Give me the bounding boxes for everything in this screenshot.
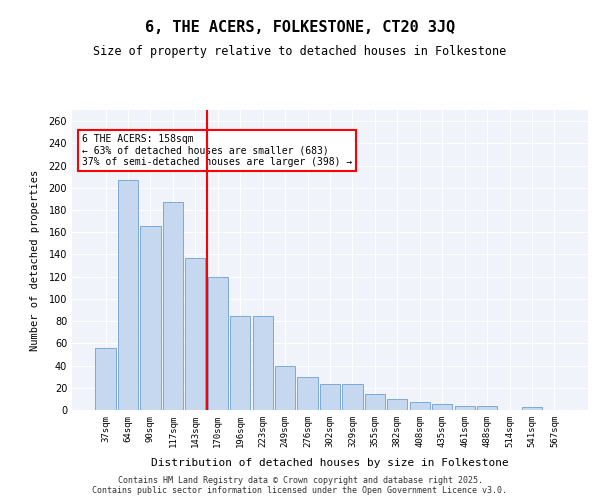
Bar bbox=[522, 406, 542, 410]
Bar bbox=[185, 258, 205, 410]
Bar bbox=[343, 384, 362, 410]
Text: 6, THE ACERS, FOLKESTONE, CT20 3JQ: 6, THE ACERS, FOLKESTONE, CT20 3JQ bbox=[145, 20, 455, 35]
Bar bbox=[365, 394, 385, 410]
Text: Size of property relative to detached houses in Folkestone: Size of property relative to detached ho… bbox=[94, 45, 506, 58]
Y-axis label: Number of detached properties: Number of detached properties bbox=[30, 170, 40, 350]
Bar bbox=[140, 226, 161, 410]
Bar bbox=[387, 399, 407, 410]
Bar bbox=[320, 384, 340, 410]
Text: Contains HM Land Registry data © Crown copyright and database right 2025.
Contai: Contains HM Land Registry data © Crown c… bbox=[92, 476, 508, 495]
Text: 6 THE ACERS: 158sqm
← 63% of detached houses are smaller (683)
37% of semi-detac: 6 THE ACERS: 158sqm ← 63% of detached ho… bbox=[82, 134, 353, 167]
X-axis label: Distribution of detached houses by size in Folkestone: Distribution of detached houses by size … bbox=[151, 458, 509, 468]
Bar bbox=[275, 366, 295, 410]
Bar bbox=[477, 406, 497, 410]
Bar bbox=[230, 316, 250, 410]
Bar bbox=[410, 402, 430, 410]
Bar bbox=[455, 406, 475, 410]
Bar bbox=[95, 348, 116, 410]
Bar bbox=[432, 404, 452, 410]
Bar bbox=[253, 316, 273, 410]
Bar bbox=[118, 180, 138, 410]
Bar bbox=[298, 376, 317, 410]
Bar bbox=[163, 202, 183, 410]
Bar bbox=[208, 276, 228, 410]
